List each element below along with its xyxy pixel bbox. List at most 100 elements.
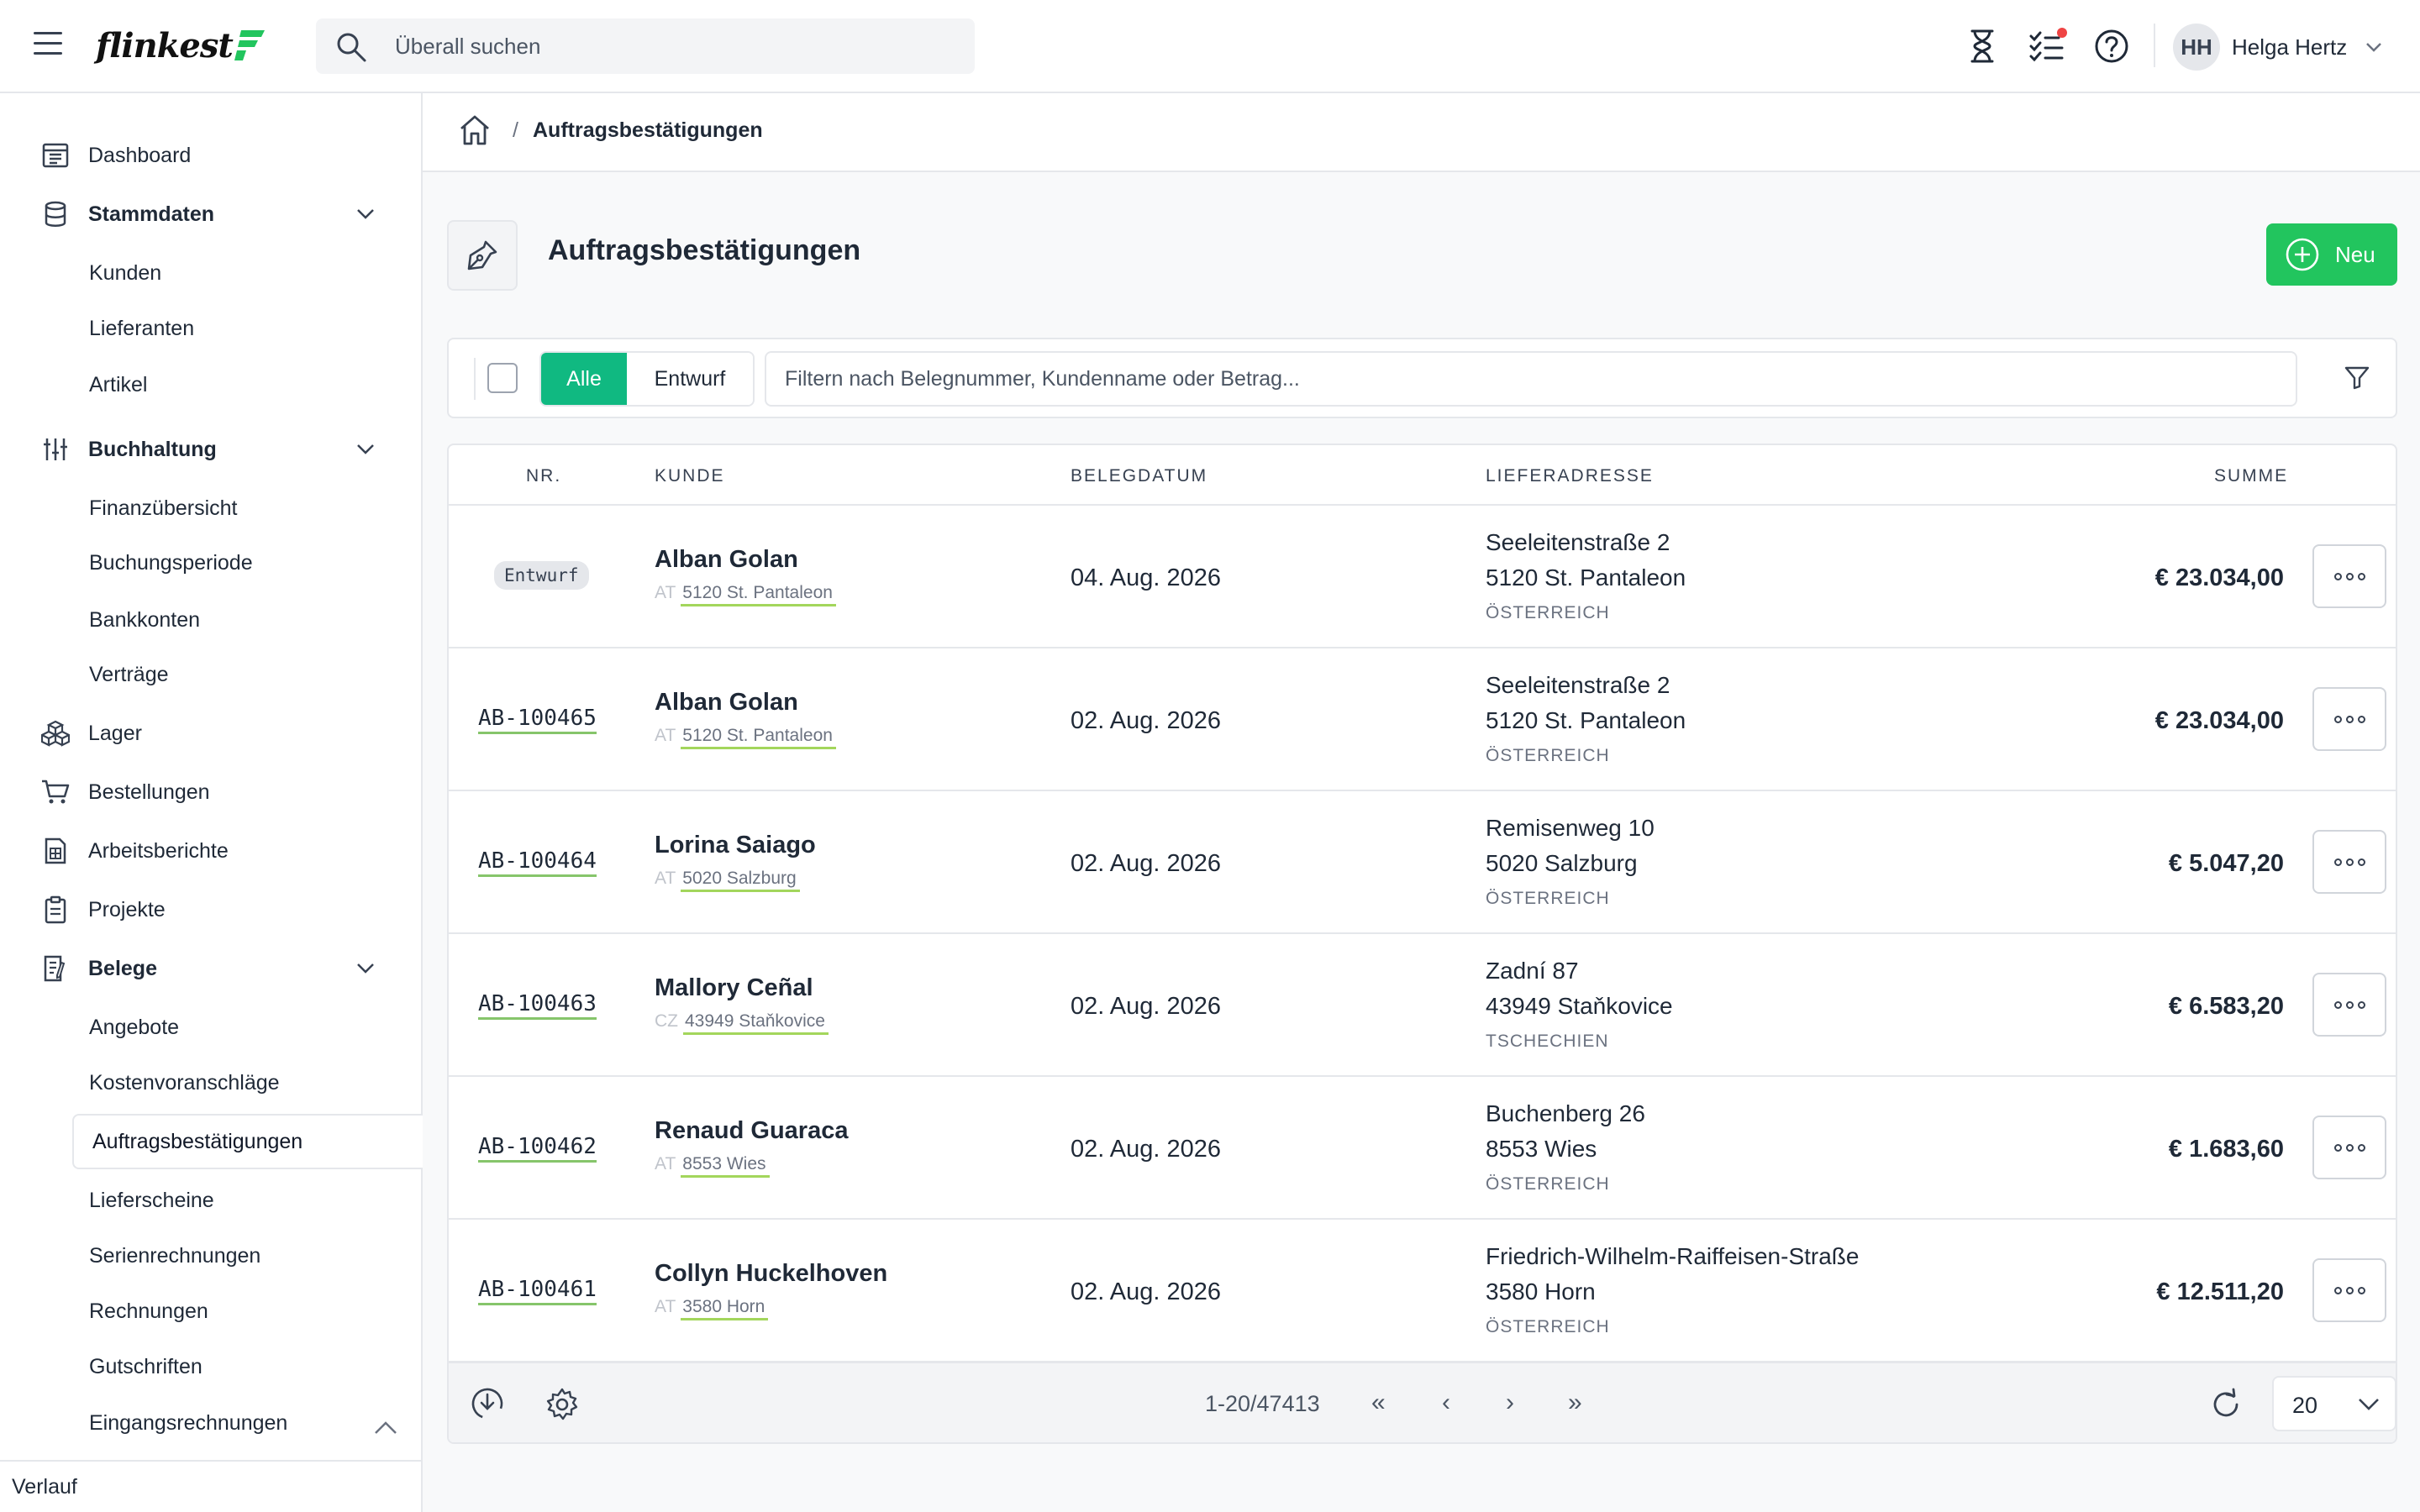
total-amount: € 5.047,20 bbox=[2168, 850, 2284, 877]
status-badge: Entwurf bbox=[494, 561, 589, 590]
customer-city-link[interactable]: 43949 Staňkovice bbox=[683, 1011, 829, 1035]
sidebar-item-stammdaten[interactable]: Stammdaten bbox=[0, 191, 423, 238]
table-row[interactable]: AB-100462 Renaud Guaraca AT 8553 Wies 02.… bbox=[449, 1077, 2396, 1220]
next-page-button[interactable]: › bbox=[1506, 1389, 1514, 1416]
sidebar-item-auftragsbestaetigungen[interactable]: Auftragsbestätigungen bbox=[72, 1114, 423, 1169]
sidebar-item-angebote[interactable]: Angebote bbox=[72, 1004, 423, 1051]
address-country: ÖSTERREICH bbox=[1486, 603, 1610, 622]
document-number-link[interactable]: AB-100465 bbox=[478, 706, 597, 734]
sidebar-item-vertraege[interactable]: Verträge bbox=[72, 651, 423, 698]
sidebar-item-lager[interactable]: Lager bbox=[0, 710, 423, 757]
sidebar-item-kunden[interactable]: Kunden bbox=[72, 249, 423, 297]
sidebar-item-label: Artikel bbox=[89, 372, 148, 396]
page-size-value: 20 bbox=[2292, 1393, 2318, 1418]
customer-name: Alban Golan bbox=[655, 546, 798, 573]
sidebar-item-bestellungen[interactable]: Bestellungen bbox=[0, 769, 423, 816]
new-button[interactable]: Neu bbox=[2266, 223, 2397, 286]
tasks-icon[interactable] bbox=[2027, 25, 2069, 67]
column-header-lieferadresse[interactable]: LIEFERADRESSE bbox=[1486, 466, 1654, 486]
refresh-icon[interactable] bbox=[2208, 1387, 2244, 1422]
sidebar-item-serienrechnungen[interactable]: Serienrechnungen bbox=[72, 1232, 423, 1279]
search-input[interactable] bbox=[395, 18, 950, 74]
column-header-kunde[interactable]: KUNDE bbox=[655, 466, 725, 486]
country-code: AT bbox=[655, 1297, 676, 1316]
page-size-select[interactable]: 20 bbox=[2272, 1376, 2396, 1431]
column-header-belegdatum[interactable]: BELEGDATUM bbox=[1071, 466, 1208, 486]
sidebar-item-lieferscheine[interactable]: Lieferscheine bbox=[72, 1177, 423, 1224]
document-number-link[interactable]: AB-100461 bbox=[478, 1277, 597, 1305]
home-icon[interactable] bbox=[458, 113, 492, 147]
total-amount: € 23.034,00 bbox=[2154, 707, 2284, 734]
database-icon bbox=[40, 199, 71, 229]
global-search[interactable] bbox=[316, 18, 975, 74]
last-page-button[interactable]: » bbox=[1568, 1389, 1582, 1416]
more-actions-button[interactable] bbox=[2312, 687, 2386, 751]
more-actions-button[interactable] bbox=[2312, 1258, 2386, 1322]
sidebar-item-artikel[interactable]: Artikel bbox=[72, 361, 423, 408]
more-actions-button[interactable] bbox=[2312, 1116, 2386, 1179]
sidebar-item-projekte[interactable]: Projekte bbox=[0, 886, 423, 933]
sidebar-item-label: Arbeitsberichte bbox=[88, 838, 229, 863]
search-icon bbox=[337, 33, 366, 62]
column-header-nr[interactable]: NR. bbox=[526, 466, 562, 486]
customer-location: AT 8553 Wies bbox=[655, 1154, 770, 1178]
document-number-link[interactable]: AB-100462 bbox=[478, 1134, 597, 1163]
app-logo[interactable]: flinkest bbox=[96, 22, 266, 69]
customer-city-link[interactable]: 8553 Wies bbox=[681, 1154, 770, 1178]
tab-entwurf[interactable]: Entwurf bbox=[627, 353, 753, 405]
sidebar-item-bankkonten[interactable]: Bankkonten bbox=[72, 596, 423, 643]
table-row[interactable]: AB-100465 Alban Golan AT 5120 St. Pantale… bbox=[449, 648, 2396, 791]
previous-page-button[interactable]: ‹ bbox=[1442, 1389, 1450, 1416]
chevron-up-icon[interactable] bbox=[373, 1420, 398, 1436]
customer-name: Mallory Ceñal bbox=[655, 974, 813, 1001]
help-icon[interactable] bbox=[2091, 25, 2133, 67]
sidebar-item-label: Belege bbox=[88, 956, 157, 980]
table-row[interactable]: AB-100463 Mallory Ceñal CZ 43949 Staňkovi… bbox=[449, 934, 2396, 1077]
history-panel-toggle[interactable]: Verlauf bbox=[0, 1460, 421, 1512]
customer-city-link[interactable]: 5020 Salzburg bbox=[681, 869, 800, 892]
sidebar-item-dashboard[interactable]: Dashboard bbox=[0, 132, 423, 179]
sidebar-item-label: Kunden bbox=[89, 260, 162, 285]
first-page-button[interactable]: « bbox=[1371, 1389, 1386, 1416]
dashboard-icon bbox=[40, 140, 71, 171]
customer-city-link[interactable]: 5120 St. Pantaleon bbox=[681, 583, 836, 606]
address-city: 8553 Wies bbox=[1486, 1136, 1597, 1162]
sidebar-item-label: Dashboard bbox=[88, 143, 192, 167]
sidebar-item-buchhaltung[interactable]: Buchhaltung bbox=[0, 426, 423, 473]
sidebar-item-rechnungen[interactable]: Rechnungen bbox=[72, 1288, 423, 1335]
filter-input[interactable] bbox=[765, 351, 2297, 407]
sidebar-item-eingangsrechnungen[interactable]: Eingangsrechnungen bbox=[72, 1399, 423, 1446]
document-number-link[interactable]: AB-100464 bbox=[478, 848, 597, 877]
more-actions-button[interactable] bbox=[2312, 973, 2386, 1037]
filter-icon[interactable] bbox=[2343, 363, 2371, 391]
report-icon bbox=[40, 836, 71, 866]
sidebar-item-belege[interactable]: Belege bbox=[0, 945, 423, 992]
document-icon bbox=[40, 953, 71, 984]
sidebar-item-lieferanten[interactable]: Lieferanten bbox=[72, 305, 423, 352]
document-number-link[interactable]: AB-100463 bbox=[478, 991, 597, 1020]
customer-city-link[interactable]: 5120 St. Pantaleon bbox=[681, 726, 836, 749]
more-actions-button[interactable] bbox=[2312, 544, 2386, 608]
column-header-summe[interactable]: SUMME bbox=[2214, 466, 2289, 486]
address-street: Seeleitenstraße 2 bbox=[1486, 672, 1670, 698]
select-all-checkbox[interactable] bbox=[487, 363, 518, 393]
boxes-icon bbox=[40, 718, 71, 748]
sidebar-item-kostenvoranschlaege[interactable]: Kostenvoranschläge bbox=[72, 1059, 423, 1106]
tab-alle[interactable]: Alle bbox=[541, 353, 627, 405]
download-icon[interactable] bbox=[471, 1387, 504, 1420]
settings-icon[interactable] bbox=[544, 1387, 580, 1422]
user-menu[interactable]: HH Helga Hertz bbox=[2173, 24, 2382, 71]
address-street: Remisenweg 10 bbox=[1486, 815, 1655, 841]
sidebar-item-arbeitsberichte[interactable]: Arbeitsberichte bbox=[0, 827, 423, 874]
customer-city-link[interactable]: 3580 Horn bbox=[681, 1297, 769, 1320]
more-actions-button[interactable] bbox=[2312, 830, 2386, 894]
sidebar-item-buchungsperiode[interactable]: Buchungsperiode bbox=[72, 539, 423, 586]
menu-icon[interactable] bbox=[34, 32, 64, 57]
table-row[interactable]: Entwurf Alban Golan AT 5120 St. Pantaleon… bbox=[449, 506, 2396, 648]
table-row[interactable]: AB-100464 Lorina Saiago AT 5020 Salzburg … bbox=[449, 791, 2396, 934]
table-row[interactable]: AB-100461 Collyn Huckelhoven AT 3580 Horn… bbox=[449, 1220, 2396, 1362]
hourglass-icon[interactable] bbox=[1961, 25, 2003, 67]
document-date: 02. Aug. 2026 bbox=[1071, 1278, 1221, 1305]
sidebar-item-gutschriften[interactable]: Gutschriften bbox=[72, 1343, 423, 1390]
sidebar-item-finanzuebersicht[interactable]: Finanzübersicht bbox=[72, 485, 423, 532]
